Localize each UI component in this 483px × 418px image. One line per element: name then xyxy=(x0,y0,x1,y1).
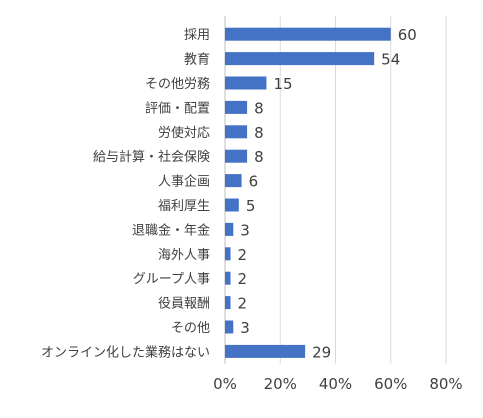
category-label: その他 xyxy=(171,321,210,336)
value-label: 8 xyxy=(254,148,264,166)
bar xyxy=(225,320,234,334)
category-label: 役員報酬 xyxy=(158,297,210,312)
bar xyxy=(225,271,231,285)
category-label: 海外人事 xyxy=(158,248,210,263)
value-label: 6 xyxy=(249,173,259,191)
category-label: 採用 xyxy=(184,28,210,43)
x-tick-label: 0% xyxy=(213,375,237,393)
value-label: 60 xyxy=(398,26,417,44)
category-label: 教育 xyxy=(184,52,210,68)
category-label: 退職金・年金 xyxy=(132,222,210,238)
value-label: 3 xyxy=(240,319,250,337)
value-label: 29 xyxy=(312,343,331,361)
bar xyxy=(225,52,375,66)
category-label: グループ人事 xyxy=(133,272,210,287)
bar xyxy=(225,125,248,139)
category-labels: 採用教育その他労務評価・配置労使対応給与計算・社会保険人事企画福利厚生退職金・年… xyxy=(41,28,210,360)
value-label: 2 xyxy=(238,295,248,313)
gridlines xyxy=(224,16,447,364)
bar xyxy=(225,198,239,212)
category-label: 労使対応 xyxy=(158,125,210,141)
value-label: 8 xyxy=(254,99,264,117)
bar xyxy=(225,76,267,90)
x-tick-label: 60% xyxy=(374,375,407,393)
category-label: 福利厚生 xyxy=(158,199,210,214)
value-label: 5 xyxy=(246,197,256,215)
bar xyxy=(225,296,231,310)
category-label: 評価・配置 xyxy=(145,101,210,116)
value-label: 3 xyxy=(240,221,250,239)
category-label: 人事企画 xyxy=(158,174,210,190)
category-label: その他労務 xyxy=(145,77,210,92)
bar xyxy=(225,222,234,236)
value-labels: 60 54 15 8 8 8 6 5 3 2 2 2 3 29 xyxy=(238,26,417,361)
category-label: 給与計算・社会保険 xyxy=(93,149,210,165)
value-label: 54 xyxy=(381,51,400,69)
value-label: 2 xyxy=(238,270,248,288)
x-tick-label: 40% xyxy=(319,375,352,393)
bar xyxy=(225,27,391,41)
x-tick-labels: 0% 20% 40% 60% 80% xyxy=(213,375,463,393)
bar xyxy=(225,174,242,188)
x-tick-label: 20% xyxy=(264,375,297,393)
category-label: オンライン化した業務はない xyxy=(41,344,210,360)
value-label: 2 xyxy=(238,246,248,264)
value-label: 8 xyxy=(254,124,264,142)
bar xyxy=(225,344,306,358)
bar xyxy=(225,100,248,114)
bars xyxy=(225,27,391,358)
bar xyxy=(225,247,231,261)
x-tick-label: 80% xyxy=(429,375,462,393)
value-label: 15 xyxy=(273,75,292,93)
bar xyxy=(225,149,248,163)
